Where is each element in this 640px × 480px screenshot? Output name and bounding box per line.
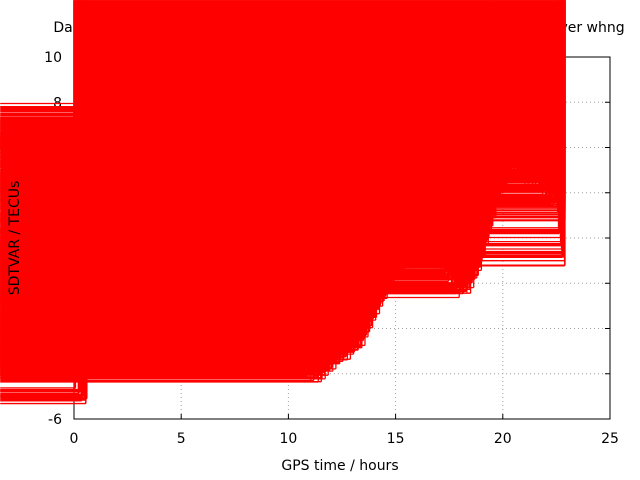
series-late-isolated xyxy=(0,0,566,151)
series-track-4 xyxy=(0,0,566,379)
marker-cluster xyxy=(0,0,566,379)
y-tick-label: 10 xyxy=(44,50,62,66)
x-axis-title: GPS time / hours xyxy=(281,458,398,474)
marker-cluster xyxy=(0,0,88,405)
marker-cluster xyxy=(0,0,498,153)
data-marks xyxy=(0,0,566,405)
x-tick-label: 10 xyxy=(279,431,297,447)
marker-cluster xyxy=(0,0,566,151)
x-tick-label: 15 xyxy=(387,431,405,447)
marker-cluster xyxy=(0,0,566,267)
x-tick-label: 20 xyxy=(494,431,512,447)
series-spike-19-6 xyxy=(0,0,498,153)
x-tick-label: 5 xyxy=(177,431,186,447)
y-tick-label: -6 xyxy=(48,412,62,428)
x-tick-label: 0 xyxy=(70,431,79,447)
y-axis-title: SDTVAR / TECUs xyxy=(7,181,23,296)
series-late-tail xyxy=(0,0,566,267)
x-tick-label: 25 xyxy=(601,431,619,447)
series-early-dip xyxy=(0,0,88,405)
